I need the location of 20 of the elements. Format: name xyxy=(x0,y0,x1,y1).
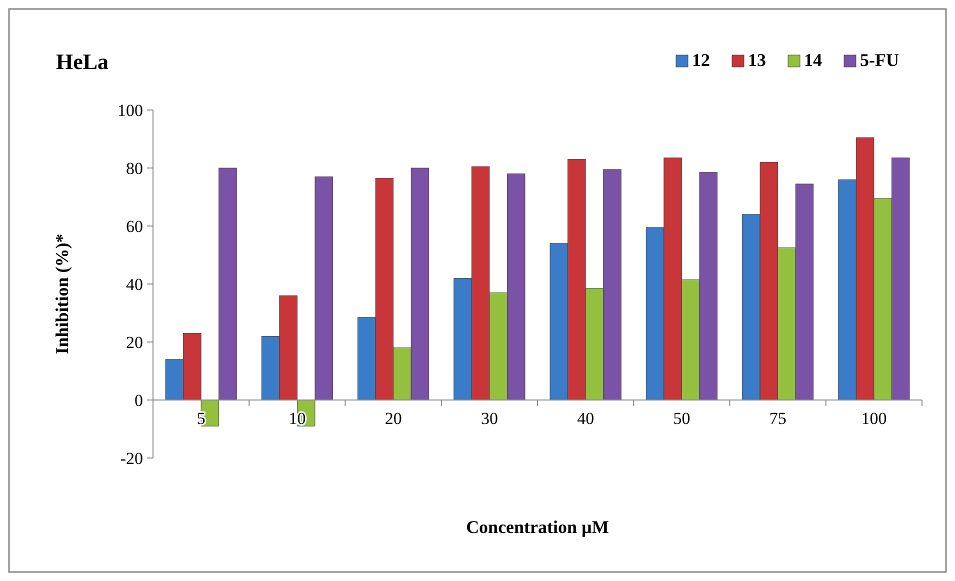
chart-title: HeLa xyxy=(56,49,109,74)
y-tick-label: 100 xyxy=(118,100,143,120)
legend-label: 13 xyxy=(748,50,766,70)
y-tick-label: 0 xyxy=(134,390,143,410)
legend-label: 12 xyxy=(692,50,710,70)
y-tick-label: 20 xyxy=(126,332,143,352)
x-tick-label: 40 xyxy=(577,409,594,428)
x-tick-label: 100 xyxy=(861,409,887,428)
y-tick-label: -20 xyxy=(120,448,143,468)
x-tick-label: 20 xyxy=(384,409,402,428)
legend-label: 14 xyxy=(804,50,822,70)
y-tick-label: 40 xyxy=(126,274,143,294)
y-axis-title: Inhibition (%)* xyxy=(52,234,72,354)
x-tick-label: 50 xyxy=(673,409,690,428)
x-axis-title: Concentration µM xyxy=(466,517,609,537)
x-tick-label: 75 xyxy=(769,409,786,428)
y-tick-label: 60 xyxy=(126,216,143,236)
legend-label: 5-FU xyxy=(860,50,899,70)
y-tick-label: 80 xyxy=(126,158,143,178)
x-tick-label: 30 xyxy=(480,409,498,428)
